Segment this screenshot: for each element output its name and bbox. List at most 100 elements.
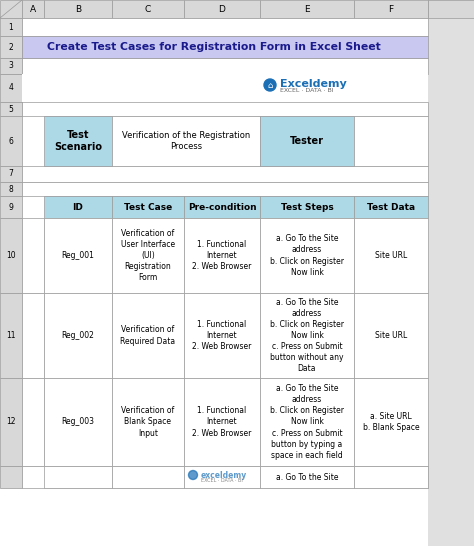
Bar <box>22 58 428 74</box>
Text: 2: 2 <box>9 43 13 51</box>
Text: 7: 7 <box>9 169 13 179</box>
Text: Tester: Tester <box>290 136 324 146</box>
Text: Exceldemy: Exceldemy <box>280 79 347 89</box>
Bar <box>112 466 184 488</box>
Text: EXCEL · DATA · BI: EXCEL · DATA · BI <box>280 88 334 93</box>
Bar <box>184 293 260 378</box>
Bar <box>0 378 22 466</box>
Bar <box>112 116 260 166</box>
Text: EXCEL · DATA · BI: EXCEL · DATA · BI <box>201 478 243 483</box>
Bar <box>428 0 474 546</box>
Text: 1: 1 <box>9 22 13 32</box>
Bar <box>260 378 354 466</box>
Text: A: A <box>30 4 36 14</box>
Bar <box>112 196 184 218</box>
Bar <box>354 378 428 466</box>
Bar <box>112 0 184 18</box>
Text: 1. Functional
Internet
2. Web Browser: 1. Functional Internet 2. Web Browser <box>192 406 252 437</box>
Bar <box>112 378 184 466</box>
Text: E: E <box>304 4 310 14</box>
Bar <box>22 18 428 36</box>
Bar <box>260 466 354 488</box>
Bar <box>184 0 260 18</box>
Text: F: F <box>388 4 393 14</box>
Bar <box>22 378 44 466</box>
Bar <box>0 36 22 58</box>
Text: Site URL: Site URL <box>375 331 407 340</box>
Text: B: B <box>75 4 81 14</box>
Bar <box>354 466 428 488</box>
Bar <box>260 0 354 18</box>
Bar <box>428 0 474 18</box>
Bar <box>0 116 22 166</box>
Circle shape <box>189 471 198 479</box>
Text: a. Go To the Site: a. Go To the Site <box>276 472 338 482</box>
Text: 6: 6 <box>9 136 13 145</box>
Text: Reg_002: Reg_002 <box>62 331 94 340</box>
Bar <box>184 466 260 488</box>
Bar <box>0 102 22 116</box>
Text: Verification of
Blank Space
Input: Verification of Blank Space Input <box>121 406 174 437</box>
Bar <box>354 196 428 218</box>
Bar <box>184 378 260 466</box>
Bar <box>44 0 112 18</box>
Text: 5: 5 <box>9 104 13 114</box>
Bar <box>260 116 354 166</box>
Text: Pre-condition: Pre-condition <box>188 203 256 211</box>
Bar <box>260 196 354 218</box>
Bar <box>22 102 428 116</box>
Bar <box>44 378 112 466</box>
Text: Verification of
User Interface
(UI)
Registration
Form: Verification of User Interface (UI) Regi… <box>121 229 175 282</box>
Text: 1. Functional
Internet
2. Web Browser: 1. Functional Internet 2. Web Browser <box>192 320 252 351</box>
Text: 4: 4 <box>9 84 13 92</box>
Text: a. Go To the Site
address
b. Click on Register
Now link
c. Press on Submit
butto: a. Go To the Site address b. Click on Re… <box>270 298 344 373</box>
Text: ID: ID <box>73 203 83 211</box>
Text: 3: 3 <box>9 62 13 70</box>
Bar <box>354 116 428 166</box>
Text: a. Site URL
b. Blank Space: a. Site URL b. Blank Space <box>363 412 419 432</box>
Bar <box>22 74 428 102</box>
Text: Verification of
Required Data: Verification of Required Data <box>120 325 175 346</box>
Bar <box>22 182 428 196</box>
Bar <box>112 218 184 293</box>
Bar <box>260 218 354 293</box>
Text: Reg_003: Reg_003 <box>62 418 94 426</box>
Text: 12: 12 <box>6 418 16 426</box>
Bar <box>22 293 44 378</box>
Bar <box>0 166 22 182</box>
Bar <box>0 218 22 293</box>
Bar <box>0 196 22 218</box>
Text: Reg_001: Reg_001 <box>62 251 94 260</box>
Bar <box>0 74 22 102</box>
Bar <box>0 182 22 196</box>
Bar <box>22 0 44 18</box>
Text: 9: 9 <box>9 203 13 211</box>
Text: Site URL: Site URL <box>375 251 407 260</box>
Bar <box>260 293 354 378</box>
Bar <box>0 293 22 378</box>
Text: D: D <box>219 4 226 14</box>
Bar <box>44 293 112 378</box>
Text: 11: 11 <box>6 331 16 340</box>
Bar <box>0 0 22 18</box>
Bar <box>22 166 428 182</box>
Bar <box>22 36 428 58</box>
Bar <box>0 466 22 488</box>
Bar <box>354 218 428 293</box>
Bar <box>184 196 260 218</box>
Text: ⌂: ⌂ <box>267 80 273 90</box>
Text: C: C <box>145 4 151 14</box>
Text: Test Steps: Test Steps <box>281 203 333 211</box>
Bar <box>112 293 184 378</box>
Text: a. Go To the Site
address
b. Click on Register
Now link
c. Press on Submit
butto: a. Go To the Site address b. Click on Re… <box>270 384 344 460</box>
Text: 10: 10 <box>6 251 16 260</box>
Circle shape <box>264 79 276 91</box>
Bar <box>354 0 428 18</box>
Text: 1. Functional
Internet
2. Web Browser: 1. Functional Internet 2. Web Browser <box>192 240 252 271</box>
Text: 8: 8 <box>9 185 13 193</box>
Text: Verification of the Registration
Process: Verification of the Registration Process <box>122 131 250 151</box>
Bar <box>22 466 428 488</box>
Text: Create Test Cases for Registration Form in Excel Sheet: Create Test Cases for Registration Form … <box>47 42 381 52</box>
Bar <box>354 293 428 378</box>
Text: exceldemy: exceldemy <box>201 471 247 479</box>
